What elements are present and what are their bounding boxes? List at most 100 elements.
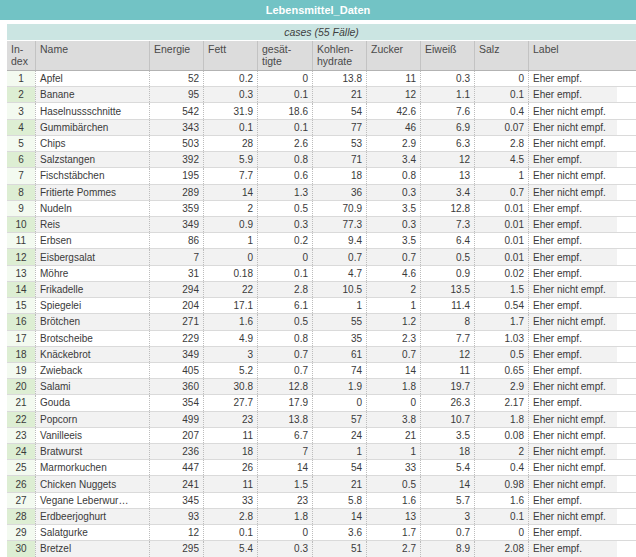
column-header-energie[interactable]: Energie xyxy=(149,41,203,70)
table-row[interactable]: 2Banane950.30.121121.10.1Eher empf. xyxy=(7,87,636,103)
cell-name: Banane xyxy=(35,87,149,102)
cell-energie: 345 xyxy=(149,493,203,508)
table-row[interactable]: 6Salzstangen3925.90.8713.4124.5Eher empf… xyxy=(7,152,636,168)
column-header-fett[interactable]: Fett xyxy=(203,41,257,70)
cell-label: Eher empf. xyxy=(528,217,617,232)
table-row[interactable]: 28Erdbeerjoghurt932.81.8141330.1Eher nic… xyxy=(7,509,636,525)
table-row[interactable]: 12Eisbergsalat7000.70.70.50.01Eher empf. xyxy=(7,249,636,265)
table-row[interactable]: 25Marmorkuchen447261454335.40.4Eher nich… xyxy=(7,460,636,476)
table-row[interactable]: 4Gummibärchen3430.10.177466.90.07Eher ni… xyxy=(7,120,636,136)
cell-name: Knäckebrot xyxy=(35,347,149,362)
cell-filler xyxy=(617,412,636,427)
cell-eiweiss: 8.9 xyxy=(420,541,474,556)
table-row[interactable]: 23Vanilleeis207116.724213.50.08Eher nich… xyxy=(7,428,636,444)
column-header-zucker[interactable]: Zucker xyxy=(366,41,420,70)
table-row[interactable]: 17Brotscheibe2294.90.8352.37.71.03Eher e… xyxy=(7,331,636,347)
cell-energie: 52 xyxy=(149,71,203,86)
table-row[interactable]: 27Vegane Leberwur…34533235.81.65.71.6Ehe… xyxy=(7,493,636,509)
column-header-eiweiss[interactable]: Eiweiß xyxy=(420,41,474,70)
cell-zucker: 1.6 xyxy=(366,493,420,508)
table-row[interactable]: 15Spiegelei20417.16.11111.40.54Eher empf… xyxy=(7,298,636,314)
column-header-salz[interactable]: Salz xyxy=(474,41,528,70)
table-row[interactable]: 10Reis3490.90.377.30.37.30.01Eher empf. xyxy=(7,217,636,233)
cell-kohlenhydrate: 70.9 xyxy=(312,201,366,216)
cell-kohlenhydrate: 71 xyxy=(312,152,366,167)
cell-gesaettigte: 0.2 xyxy=(257,233,312,248)
table-row[interactable]: 26Chicken Nuggets241111.5210.5140.98Eher… xyxy=(7,476,636,492)
cell-zucker: 0.7 xyxy=(366,347,420,362)
column-header-index[interactable]: In- dex xyxy=(7,41,35,70)
cell-salz: 0.54 xyxy=(474,298,528,313)
cell-zucker: 1.8 xyxy=(366,379,420,394)
cell-index: 20 xyxy=(7,379,35,394)
cell-gesaettigte: 2.8 xyxy=(257,282,312,297)
column-header-kohlenhydrate[interactable]: Kohlen- hydrate xyxy=(312,41,366,70)
cell-kohlenhydrate: 55 xyxy=(312,314,366,329)
cell-eiweiss: 14 xyxy=(420,476,474,491)
cell-name: Brötchen xyxy=(35,314,149,329)
table-row[interactable]: 16Brötchen2711.60.5551.281.7Eher nicht e… xyxy=(7,314,636,330)
table-row[interactable]: 5Chips503282.6532.96.32.8Eher nicht empf… xyxy=(7,136,636,152)
table-row[interactable]: 18Knäckebrot34930.7610.7120.5Eher empf. xyxy=(7,347,636,363)
table-row[interactable]: 13Möhre310.180.14.74.60.90.02Eher empf. xyxy=(7,266,636,282)
cell-name: Apfel xyxy=(35,71,149,86)
table-row[interactable]: 29Salatgurke120.103.61.70.70Eher empf. xyxy=(7,525,636,541)
cell-label: Eher empf. xyxy=(528,395,617,410)
cell-eiweiss: 0.3 xyxy=(420,71,474,86)
cell-name: Nudeln xyxy=(35,201,149,216)
column-header-name[interactable]: Name xyxy=(35,41,149,70)
table-header-row: In- dexNameEnergieFettgesät- tigteKohlen… xyxy=(7,41,636,71)
cell-label: Eher empf. xyxy=(528,541,617,556)
cell-zucker: 0.8 xyxy=(366,168,420,183)
cell-index: 23 xyxy=(7,428,35,443)
cell-label: Eher nicht empf. xyxy=(528,314,617,329)
table-row[interactable]: 22Popcorn4992313.8573.810.71.8Eher nicht… xyxy=(7,412,636,428)
cell-fett: 0.2 xyxy=(203,71,257,86)
table-row[interactable]: 24Bratwurst23618711182Eher nicht empf. xyxy=(7,444,636,460)
cell-gesaettigte: 0.8 xyxy=(257,331,312,346)
cell-fett: 18 xyxy=(203,444,257,459)
cell-kohlenhydrate: 35 xyxy=(312,331,366,346)
cell-salz: 0.1 xyxy=(474,509,528,524)
table-row[interactable]: 1Apfel520.2013.8110.30Eher empf. xyxy=(7,71,636,87)
cell-energie: 289 xyxy=(149,185,203,200)
column-header-label[interactable]: Label xyxy=(528,41,617,70)
cell-filler xyxy=(617,103,636,118)
cell-index: 30 xyxy=(7,541,35,556)
table-row[interactable]: 19Zwieback4055.20.77414110.65Eher empf. xyxy=(7,363,636,379)
table-row[interactable]: 14Frikadelle294222.810.5213.51.5Eher nic… xyxy=(7,282,636,298)
table-row[interactable]: 11Erbsen8610.29.43.56.40.01Eher empf. xyxy=(7,233,636,249)
cell-index: 21 xyxy=(7,395,35,410)
cell-index: 16 xyxy=(7,314,35,329)
table-row[interactable]: 20Salami36030.812.81.91.819.72.9Eher nic… xyxy=(7,379,636,395)
cell-energie: 503 xyxy=(149,136,203,151)
table-row[interactable]: 7Fischstäbchen1957.70.6180.8131Eher nich… xyxy=(7,168,636,184)
cell-index: 26 xyxy=(7,476,35,491)
cell-filler xyxy=(617,185,636,200)
cell-eiweiss: 7.6 xyxy=(420,103,474,118)
cell-index: 3 xyxy=(7,103,35,118)
cell-name: Spiegelei xyxy=(35,298,149,313)
cell-fett: 33 xyxy=(203,493,257,508)
cell-salz: 1.8 xyxy=(474,412,528,427)
cell-index: 18 xyxy=(7,347,35,362)
cell-label: Eher empf. xyxy=(528,249,617,264)
cell-kohlenhydrate: 77 xyxy=(312,120,366,135)
table-row[interactable]: 9Nudeln35920.570.93.512.80.01Eher empf. xyxy=(7,201,636,217)
cell-label: Eher empf. xyxy=(528,525,617,540)
cell-label: Eher nicht empf. xyxy=(528,476,617,491)
cell-filler xyxy=(617,217,636,232)
cell-label: Eher nicht empf. xyxy=(528,428,617,443)
cell-index: 2 xyxy=(7,87,35,102)
table-row[interactable]: 30Bretzel2955.40.3512.78.92.08Eher empf. xyxy=(7,541,636,557)
cell-index: 12 xyxy=(7,249,35,264)
cell-energie: 271 xyxy=(149,314,203,329)
cell-zucker: 1 xyxy=(366,444,420,459)
table-row[interactable]: 21Gouda35427.717.90026.32.17Eher empf. xyxy=(7,395,636,411)
cell-fett: 1 xyxy=(203,233,257,248)
cell-index: 11 xyxy=(7,233,35,248)
cell-zucker: 21 xyxy=(366,428,420,443)
column-header-gesaettigte[interactable]: gesät- tigte xyxy=(257,41,312,70)
table-row[interactable]: 8Fritierte Pommes289141.3360.33.40.7Eher… xyxy=(7,185,636,201)
table-row[interactable]: 3Haselnussschnitte54231.918.65442.67.60.… xyxy=(7,103,636,119)
